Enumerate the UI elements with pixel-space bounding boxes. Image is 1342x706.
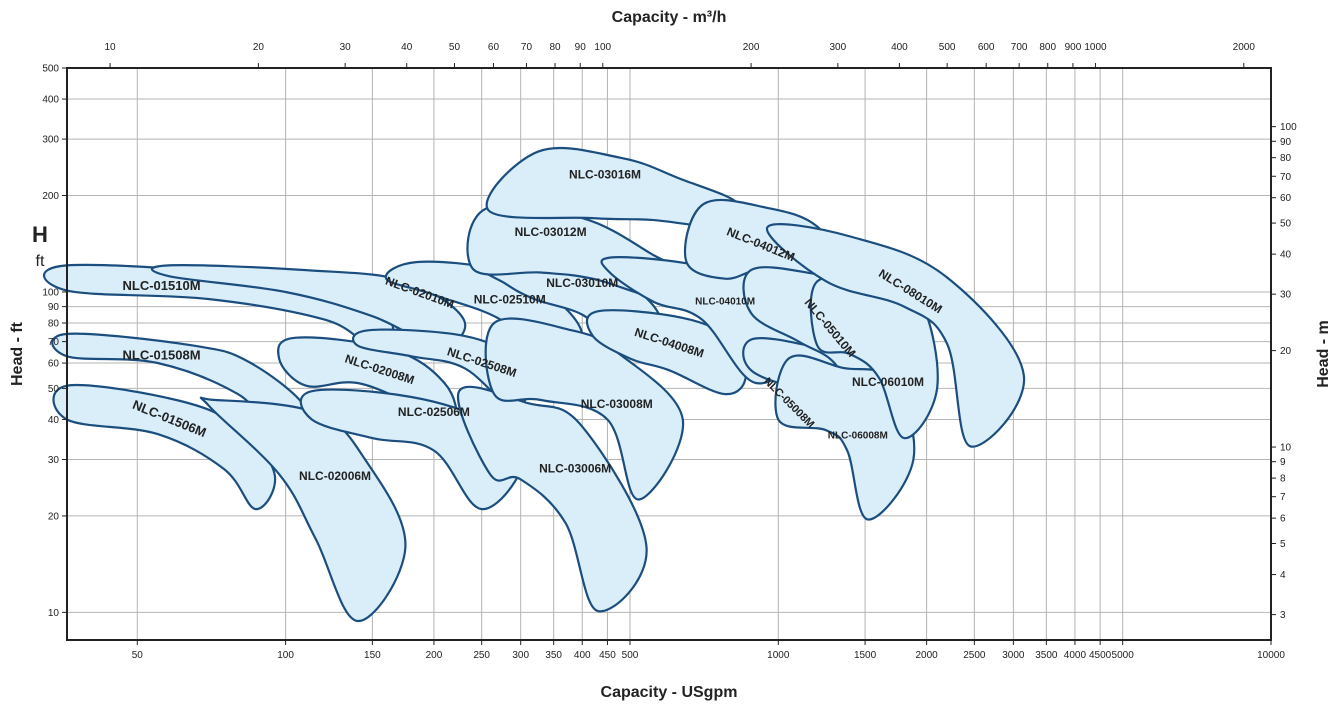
tick-label-x-bottom: 2500: [963, 650, 986, 661]
zone-label-nlc-06010m: NLC-06010M: [852, 375, 924, 389]
tick-label-x-top: 50: [449, 42, 461, 53]
tick-label-x-bottom: 2000: [915, 650, 938, 661]
tick-label-x-top: 2000: [1233, 42, 1256, 53]
tick-label-y-right: 4: [1280, 570, 1286, 581]
tick-label-x-top: 10: [105, 42, 117, 53]
tick-label-x-top: 300: [830, 42, 847, 53]
y-right-axis-title: Head - m: [1315, 320, 1332, 388]
tick-label-x-top: 900: [1065, 42, 1082, 53]
tick-label-x-bottom: 250: [473, 650, 490, 661]
tick-label-y-left: 100: [42, 287, 59, 298]
tick-label-y-right: 6: [1280, 514, 1286, 525]
tick-label-y-right: 8: [1280, 474, 1286, 485]
tick-label-x-top: 70: [521, 42, 533, 53]
tick-label-x-top: 80: [549, 42, 561, 53]
tick-label-x-bottom: 4000: [1064, 650, 1087, 661]
tick-label-y-right: 100: [1280, 122, 1297, 133]
tick-label-y-right: 20: [1280, 346, 1292, 357]
tick-label-y-left: 70: [48, 337, 60, 348]
tick-label-y-left: 400: [42, 95, 59, 106]
tick-label-x-bottom: 50: [132, 650, 144, 661]
tick-label-y-right: 30: [1280, 290, 1292, 301]
zone-label-nlc-03008m: NLC-03008M: [581, 397, 653, 411]
tick-label-x-bottom: 200: [426, 650, 443, 661]
tick-label-y-left: 300: [42, 135, 59, 146]
tick-label-y-right: 40: [1280, 250, 1292, 261]
tick-label-x-top: 1000: [1084, 42, 1107, 53]
tick-label-x-bottom: 350: [545, 650, 562, 661]
tick-label-y-right: 7: [1280, 492, 1286, 503]
zone-label-nlc-06008m: NLC-06008M: [828, 431, 888, 442]
tick-label-y-right: 5: [1280, 539, 1286, 550]
tick-label-y-left: 90: [48, 302, 60, 313]
tick-label-y-left: 20: [48, 511, 60, 522]
tick-label-x-top: 20: [253, 42, 265, 53]
tick-label-y-right: 80: [1280, 153, 1292, 164]
tick-label-y-left: 500: [42, 64, 59, 75]
zone-label-nlc-01510m: NLC-01510M: [123, 278, 201, 293]
zone-label-nlc-02006m: NLC-02006M: [299, 469, 371, 483]
zone-nlc-03008m: [484, 317, 685, 501]
tick-label-x-top: 400: [891, 42, 908, 53]
zone-label-nlc-04010m: NLC-04010M: [695, 297, 755, 308]
tick-label-x-bottom: 4500: [1089, 650, 1112, 661]
tick-label-y-left: 30: [48, 455, 60, 466]
tick-label-y-right: 3: [1280, 610, 1286, 621]
tick-label-x-bottom: 1000: [767, 650, 790, 661]
y-left-symbol: H: [32, 222, 48, 247]
tick-label-y-left: 50: [48, 384, 60, 395]
tick-label-x-top: 600: [978, 42, 995, 53]
tick-label-y-right: 50: [1280, 219, 1292, 230]
zone-label-nlc-03016m: NLC-03016M: [569, 168, 641, 182]
tick-label-y-right: 70: [1280, 172, 1292, 183]
tick-label-x-bottom: 3000: [1002, 650, 1025, 661]
tick-label-x-top: 200: [743, 42, 760, 53]
tick-label-x-top: 30: [340, 42, 352, 53]
tick-label-y-left: 40: [48, 415, 60, 426]
tick-label-x-top: 60: [488, 42, 500, 53]
tick-label-x-bottom: 5000: [1112, 650, 1135, 661]
tick-label-x-bottom: 300: [512, 650, 529, 661]
zone-label-nlc-01508m: NLC-01508M: [123, 348, 201, 363]
tick-label-x-top: 90: [575, 42, 587, 53]
tick-label-y-left: 10: [48, 608, 60, 619]
tick-label-x-bottom: 150: [364, 650, 381, 661]
zone-nlc-06008m: [774, 354, 916, 521]
tick-label-x-bottom: 1500: [854, 650, 877, 661]
tick-label-x-top: 700: [1011, 42, 1028, 53]
tick-label-x-top: 40: [401, 42, 413, 53]
zone-nlc-04008m: [585, 309, 748, 396]
tick-label-y-right: 9: [1280, 457, 1286, 468]
tick-label-x-top: 100: [594, 42, 611, 53]
performance-zones: [42, 146, 1025, 623]
tick-label-y-left: 80: [48, 319, 60, 330]
x-top-axis-title: Capacity - m³/h: [612, 9, 727, 26]
tick-labels: 50 100 150 200 250 300 350 400 450 500 1000 1500 200…: [42, 42, 1297, 661]
zone-label-nlc-02506m: NLC-02506M: [398, 405, 470, 419]
tick-label-x-bottom: 10000: [1257, 650, 1285, 661]
x-bottom-axis-title: Capacity - USgpm: [601, 684, 738, 701]
tick-label-y-right: 60: [1280, 193, 1292, 204]
plot-frame: [66, 67, 1272, 641]
tick-label-x-bottom: 450: [599, 650, 616, 661]
tick-label-x-bottom: 400: [574, 650, 591, 661]
tick-label-x-top: 500: [939, 42, 956, 53]
zone-label-nlc-03012m: NLC-03012M: [515, 225, 587, 239]
tick-label-x-bottom: 3500: [1035, 650, 1058, 661]
tick-label-x-top: 800: [1039, 42, 1056, 53]
zone-label-nlc-03006m: NLC-03006M: [539, 461, 611, 475]
tick-label-y-left: 60: [48, 359, 60, 370]
zone-nlc-08010m: [766, 223, 1025, 448]
tick-label-y-right: 90: [1280, 137, 1292, 148]
zone-label-nlc-03010m: NLC-03010M: [546, 276, 618, 290]
tick-label-x-bottom: 100: [277, 650, 294, 661]
zone-label-nlc-02510m: NLC-02510M: [474, 293, 546, 307]
tick-label-y-left: 200: [42, 191, 59, 202]
zone-nlc-03006m: [456, 385, 648, 613]
y-left-axis-title: Head - ft: [9, 321, 26, 386]
tick-label-y-right: 10: [1280, 443, 1292, 454]
tick-label-x-bottom: 500: [622, 650, 639, 661]
y-left-symbol-unit: ft: [36, 253, 45, 270]
